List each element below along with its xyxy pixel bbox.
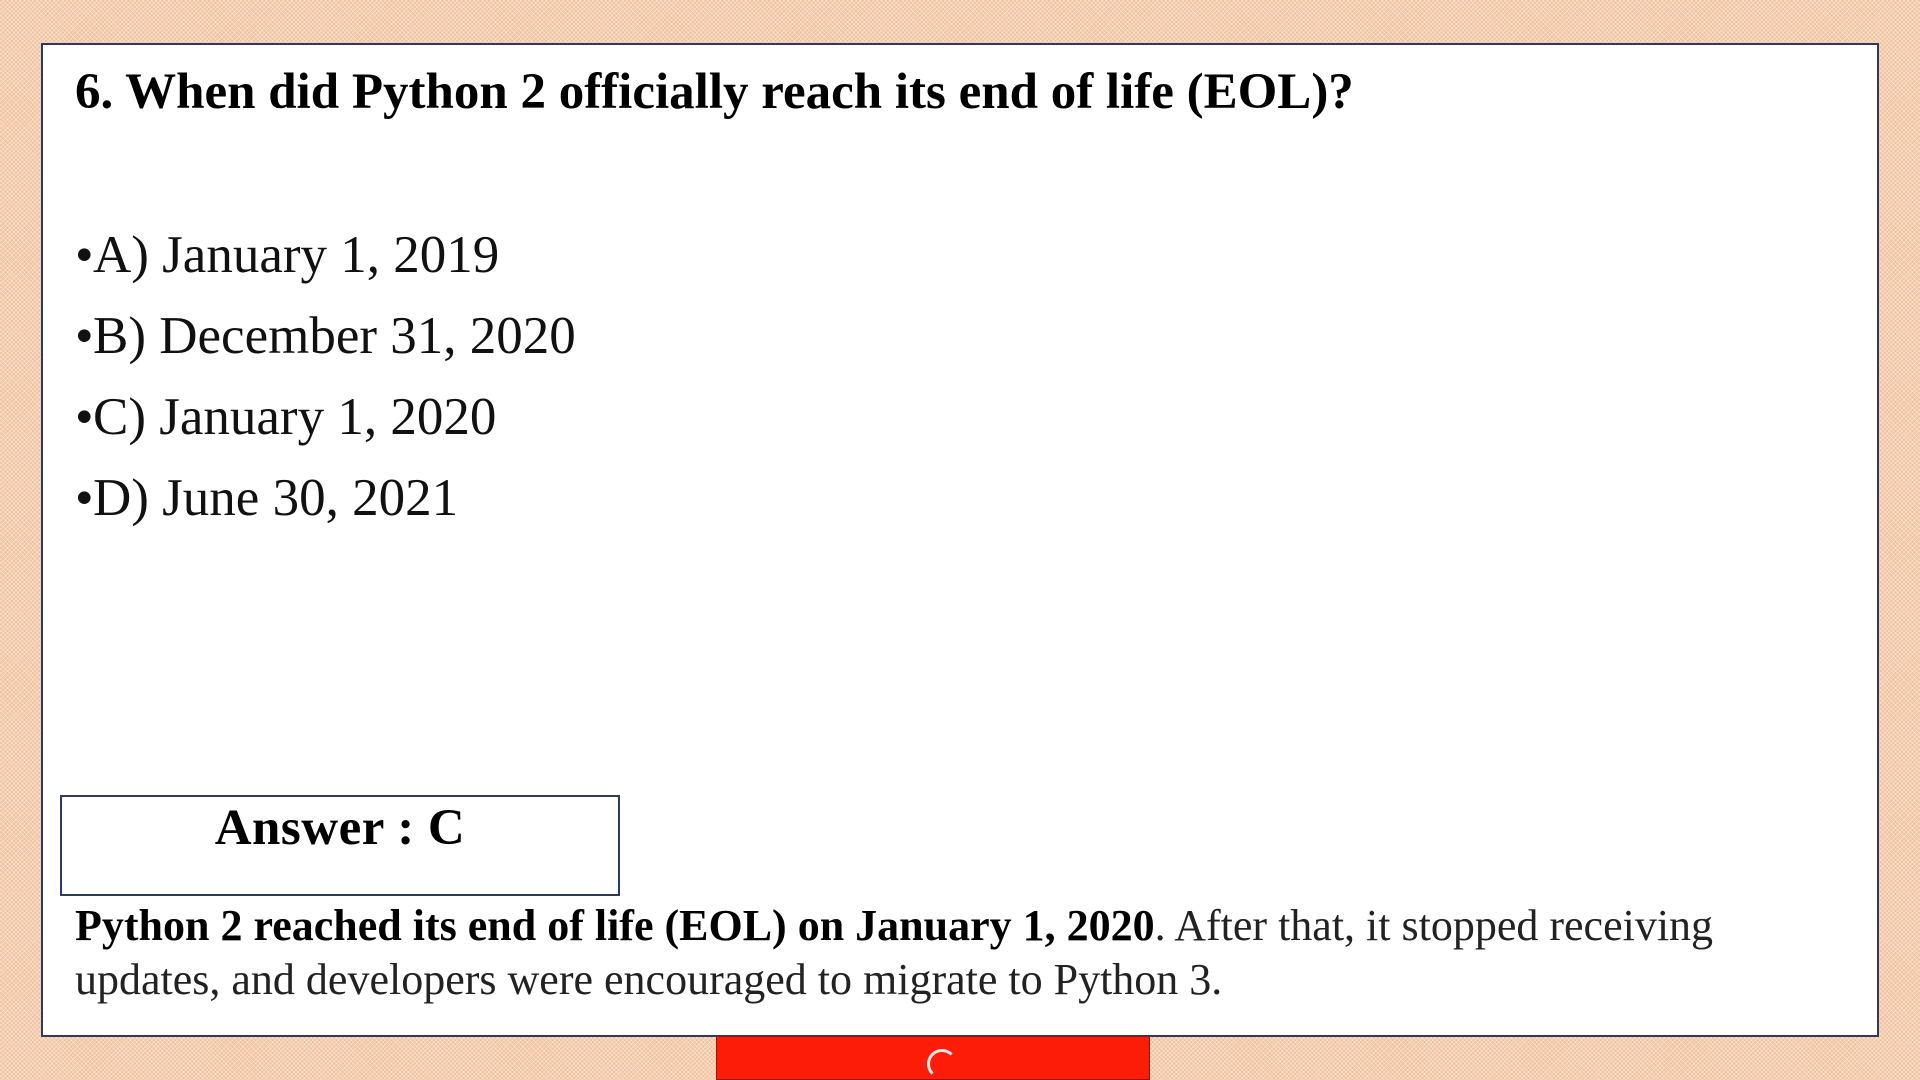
red-tab[interactable]: [716, 1036, 1150, 1080]
explanation-rest: . After that, it stopped receiving updat…: [75, 901, 1714, 1004]
explanation-text: Python 2 reached its end of life (EOL) o…: [75, 899, 1865, 1007]
bullet-icon: •: [75, 307, 94, 365]
option-d-text: D) June 30, 2021: [93, 469, 459, 527]
answer-box: Answer : C: [60, 795, 620, 896]
explanation-bold: Python 2 reached its end of life (EOL) o…: [75, 901, 1155, 950]
option-c-text: C) January 1, 2020: [93, 388, 497, 446]
partial-logo-icon: [927, 1049, 957, 1079]
bullet-icon: •: [75, 388, 94, 446]
bullet-icon: •: [75, 469, 94, 527]
slide-card: 6. When did Python 2 officially reach it…: [41, 43, 1879, 1037]
answer-text: Answer : C: [214, 800, 466, 856]
option-b-text: B) December 31, 2020: [93, 307, 576, 365]
question-title: 6. When did Python 2 officially reach it…: [75, 64, 1354, 120]
option-d: •D) June 30, 2021: [75, 458, 576, 539]
option-b: •B) December 31, 2020: [75, 296, 576, 377]
option-a: •A) January 1, 2019: [75, 215, 576, 296]
option-a-text: A) January 1, 2019: [93, 226, 500, 284]
option-c: •C) January 1, 2020: [75, 377, 576, 458]
bullet-icon: •: [75, 226, 94, 284]
options-list: •A) January 1, 2019 •B) December 31, 202…: [75, 215, 576, 539]
